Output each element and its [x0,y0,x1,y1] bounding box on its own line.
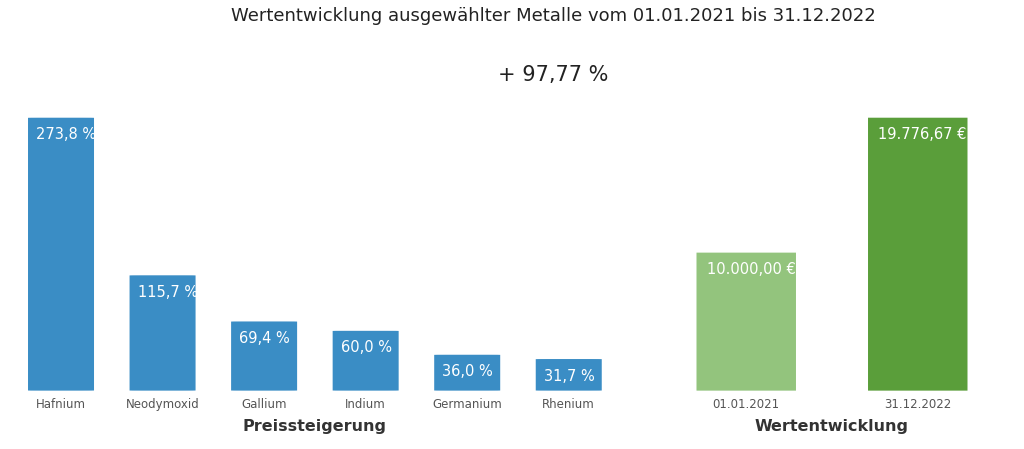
FancyBboxPatch shape [28,118,94,391]
FancyBboxPatch shape [231,321,297,391]
Text: 36,0 %: 36,0 % [442,364,494,379]
FancyBboxPatch shape [434,355,500,391]
Text: + 97,77 %: + 97,77 % [498,65,608,85]
Text: Wertentwicklung ausgewählter Metalle vom 01.01.2021 bis 31.12.2022: Wertentwicklung ausgewählter Metalle vom… [230,7,876,25]
Text: 69,4 %: 69,4 % [240,331,290,346]
Text: 60,0 %: 60,0 % [341,340,392,355]
Text: 273,8 %: 273,8 % [36,127,96,142]
FancyBboxPatch shape [536,359,602,391]
FancyBboxPatch shape [333,331,398,391]
Text: 115,7 %: 115,7 % [137,285,198,300]
X-axis label: Preissteigerung: Preissteigerung [243,419,387,434]
Text: 31,7 %: 31,7 % [544,369,595,383]
X-axis label: Wertentwicklung: Wertentwicklung [755,419,909,434]
FancyBboxPatch shape [868,118,968,391]
FancyBboxPatch shape [696,253,796,391]
FancyBboxPatch shape [130,275,196,391]
Text: 10.000,00 €: 10.000,00 € [707,262,796,277]
Text: 19.776,67 €: 19.776,67 € [879,128,967,142]
